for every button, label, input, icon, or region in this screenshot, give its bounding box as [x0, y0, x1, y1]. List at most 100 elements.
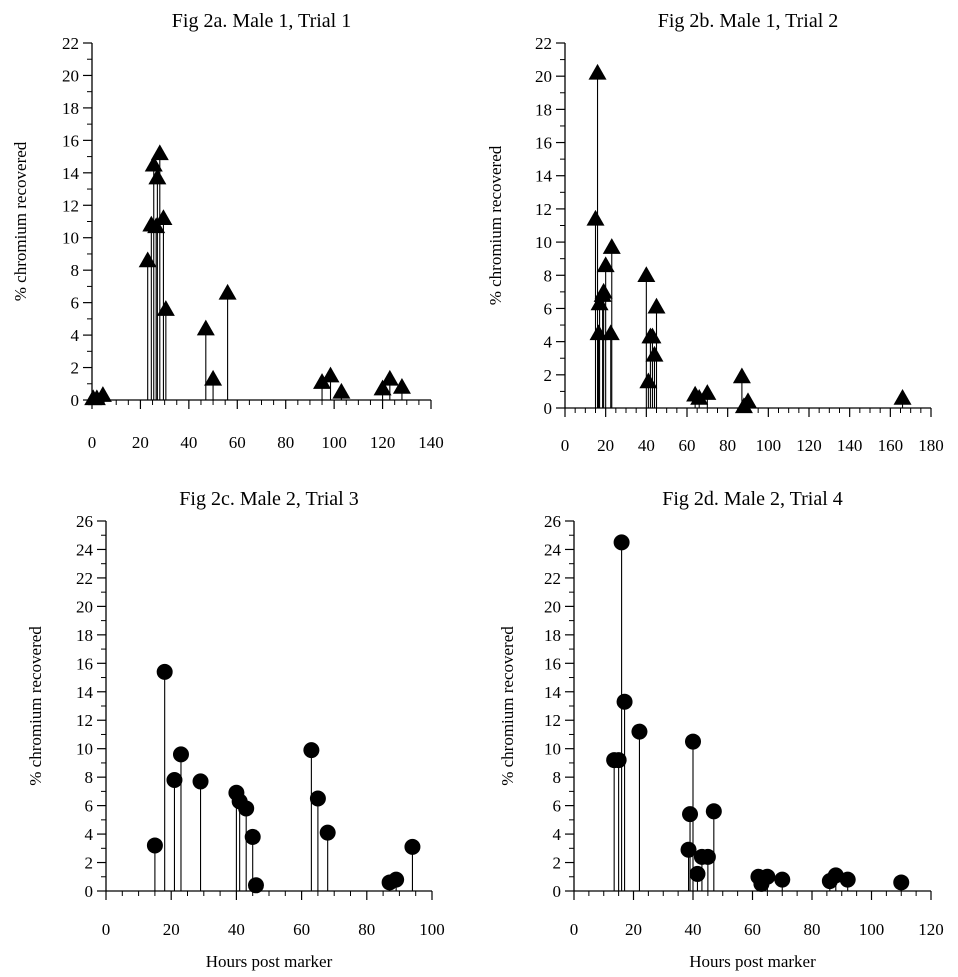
y-tick-label: 2: [85, 854, 94, 873]
y-tick-label: 8: [85, 768, 94, 787]
data-point: [637, 266, 656, 283]
y-tick-label: 22: [535, 34, 552, 53]
data-point: [172, 746, 189, 763]
x-tick-label: 60: [744, 920, 761, 939]
y-tick-label: 12: [76, 711, 93, 730]
data-point: [303, 742, 320, 759]
chart-panel-3: Fig 2c. Male 2, Trial 302468101214161820…: [26, 488, 445, 971]
chart-panel-4: Fig 2d. Male 2, Trial 402468101214161820…: [498, 488, 944, 971]
x-tick-label: 40: [638, 436, 655, 455]
data-point: [893, 389, 912, 405]
data-point: [138, 251, 157, 268]
y-tick-label: 10: [62, 229, 79, 248]
y-axis-label: % chromium recovered: [11, 141, 30, 301]
y-tick-label: 6: [544, 299, 553, 318]
x-tick-label: 100: [756, 436, 782, 455]
data-point: [613, 534, 630, 551]
x-tick-label: 100: [321, 433, 347, 452]
data-point: [647, 297, 666, 314]
y-tick-label: 4: [85, 825, 94, 844]
x-tick-label: 20: [132, 433, 149, 452]
x-tick-label: 120: [796, 436, 822, 455]
data-point: [682, 806, 699, 823]
x-tick-label: 20: [597, 436, 614, 455]
y-tick-label: 6: [71, 294, 80, 313]
y-tick-label: 2: [553, 854, 562, 873]
data-point: [321, 366, 340, 383]
data-point: [392, 378, 411, 394]
y-tick-label: 8: [553, 768, 562, 787]
y-tick-label: 26: [76, 512, 93, 531]
data-point: [373, 379, 392, 396]
x-axis-label: Hours post marker: [206, 952, 333, 971]
chart-title: Fig 2c. Male 2, Trial 3: [179, 488, 358, 510]
y-tick-label: 24: [76, 540, 94, 559]
data-point: [156, 663, 173, 680]
data-point: [332, 382, 351, 399]
data-point: [616, 693, 633, 710]
x-tick-label: 100: [859, 920, 885, 939]
y-tick-label: 16: [76, 654, 93, 673]
data-point: [244, 828, 261, 845]
y-tick-label: 4: [71, 326, 80, 345]
y-axis-label: % chromium recovered: [498, 626, 517, 786]
data-point: [759, 868, 776, 885]
y-tick-label: 0: [544, 399, 553, 418]
data-point: [218, 283, 237, 300]
data-point: [586, 209, 605, 226]
data-point: [166, 772, 183, 788]
data-point: [594, 282, 613, 299]
data-point: [319, 824, 336, 841]
x-tick-label: 0: [561, 436, 570, 455]
data-point: [732, 367, 751, 384]
x-tick-label: 180: [918, 436, 944, 455]
data-point: [601, 324, 620, 341]
data-point: [893, 874, 910, 891]
x-axis-label: Hours post marker: [689, 952, 816, 971]
y-tick-label: 20: [544, 597, 561, 616]
x-tick-label: 60: [293, 920, 310, 939]
y-tick-label: 14: [535, 167, 553, 186]
data-point: [238, 800, 255, 817]
data-point: [596, 256, 615, 273]
data-point: [698, 384, 717, 400]
chart-title: Fig 2a. Male 1, Trial 1: [172, 10, 351, 32]
data-point: [313, 373, 332, 389]
data-point: [192, 773, 209, 790]
data-point: [685, 733, 701, 750]
y-tick-label: 24: [544, 540, 562, 559]
y-tick-label: 2: [544, 366, 553, 385]
y-tick-label: 14: [62, 164, 80, 183]
x-tick-label: 0: [102, 920, 111, 939]
x-tick-label: 60: [229, 433, 246, 452]
y-tick-label: 0: [553, 882, 562, 901]
data-point: [380, 369, 399, 386]
y-tick-label: 6: [553, 797, 562, 816]
x-tick-label: 60: [679, 436, 696, 455]
x-tick-label: 80: [358, 920, 375, 939]
y-tick-label: 18: [544, 626, 561, 645]
y-tick-label: 12: [62, 196, 79, 215]
y-tick-label: 16: [62, 131, 79, 150]
x-tick-label: 20: [625, 920, 642, 939]
data-point: [689, 865, 706, 882]
data-point: [705, 803, 722, 820]
x-tick-label: 40: [180, 433, 197, 452]
data-point: [196, 319, 215, 336]
data-point: [309, 790, 326, 807]
chart-title: Fig 2d. Male 2, Trial 4: [662, 488, 843, 510]
x-tick-label: 160: [878, 436, 904, 455]
y-tick-label: 4: [544, 333, 553, 352]
y-tick-label: 26: [544, 512, 561, 531]
y-tick-label: 20: [76, 597, 93, 616]
data-point: [645, 345, 664, 362]
data-point: [404, 838, 421, 855]
x-tick-label: 100: [419, 920, 445, 939]
y-axis-label: % chromium recovered: [26, 626, 45, 786]
y-tick-label: 0: [71, 391, 80, 410]
x-tick-label: 140: [837, 436, 863, 455]
y-tick-label: 22: [544, 569, 561, 588]
chart-panel-2: Fig 2b. Male 1, Trial 2 0 2 4 6 8 10 12 14 16 18 20…: [486, 10, 944, 455]
y-tick-label: 6: [85, 797, 94, 816]
y-tick-label: 18: [76, 626, 93, 645]
